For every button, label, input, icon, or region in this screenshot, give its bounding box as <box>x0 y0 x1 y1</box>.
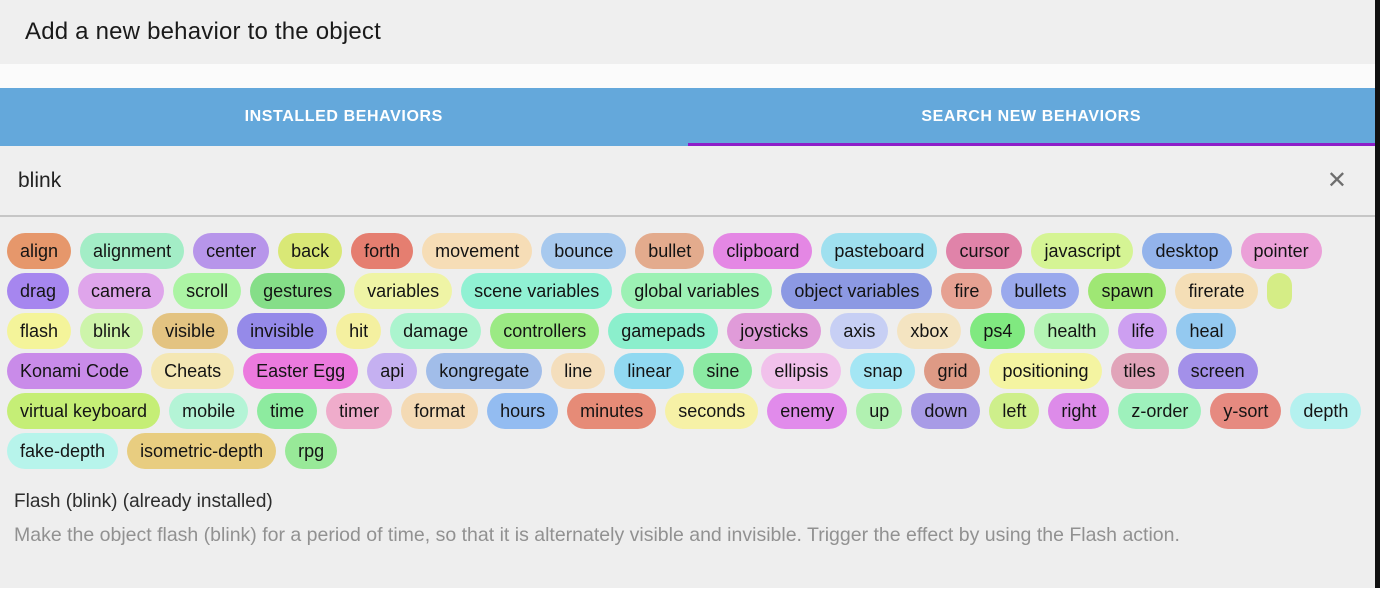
tag-pasteboard[interactable]: pasteboard <box>821 233 938 269</box>
tag-sine[interactable]: sine <box>693 353 753 389</box>
tag-gestures[interactable]: gestures <box>250 273 346 309</box>
tag-left[interactable]: left <box>989 393 1040 429</box>
tag-javascript[interactable]: javascript <box>1031 233 1134 269</box>
tag-mobile[interactable]: mobile <box>169 393 249 429</box>
dialog-title-bar: Add a new behavior to the object <box>0 0 1375 64</box>
tag-scene-variables[interactable]: scene variables <box>461 273 613 309</box>
tag-enemy[interactable]: enemy <box>767 393 848 429</box>
tag-snap[interactable]: snap <box>850 353 916 389</box>
tag-alignment[interactable]: alignment <box>80 233 185 269</box>
tag-pointer[interactable]: pointer <box>1240 233 1322 269</box>
tag-fire[interactable]: fire <box>941 273 993 309</box>
tag-grid[interactable]: grid <box>924 353 981 389</box>
title-divider-band <box>0 64 1375 88</box>
tag-desktop[interactable]: desktop <box>1142 233 1232 269</box>
page-title: Add a new behavior to the object <box>25 18 381 45</box>
tag-cheats[interactable]: Cheats <box>151 353 235 389</box>
tag-spawn[interactable]: spawn <box>1088 273 1167 309</box>
tag-line[interactable]: line <box>551 353 606 389</box>
tag-invisible[interactable]: invisible <box>237 313 328 349</box>
tag-ellipsis[interactable]: ellipsis <box>761 353 842 389</box>
tag-rpg[interactable]: rpg <box>285 433 338 469</box>
tag-xbox[interactable]: xbox <box>897 313 962 349</box>
tag-kongregate[interactable]: kongregate <box>426 353 543 389</box>
tag-minutes[interactable]: minutes <box>567 393 657 429</box>
tag-align[interactable]: align <box>7 233 72 269</box>
tag-easter-egg[interactable]: Easter Egg <box>243 353 359 389</box>
tab-bar: INSTALLED BEHAVIORS SEARCH NEW BEHAVIORS <box>0 88 1375 146</box>
tag-seconds[interactable]: seconds <box>665 393 759 429</box>
tag-row: flash blink visible invisible hit damage contr… <box>7 313 1368 349</box>
tag-timer[interactable]: timer <box>326 393 393 429</box>
search-result: Flash (blink) (already installed) Make t… <box>0 479 1375 547</box>
result-title: Flash (blink) (already installed) <box>14 491 273 512</box>
tag-bounce[interactable]: bounce <box>541 233 627 269</box>
tag-row: fake-depth isometric-depth rpg <box>7 433 1368 469</box>
tag-controllers[interactable]: controllers <box>490 313 600 349</box>
tag-hit[interactable]: hit <box>336 313 382 349</box>
tag-health[interactable]: health <box>1034 313 1110 349</box>
tag-down[interactable]: down <box>911 393 981 429</box>
tag-z-order[interactable]: z-order <box>1118 393 1202 429</box>
tag-cloud: align alignment center back forth movement bou… <box>0 217 1375 479</box>
tag-row: Konami Code Cheats Easter Egg api kongregate… <box>7 353 1368 389</box>
tag-konami-code[interactable]: Konami Code <box>7 353 143 389</box>
tag-bullet[interactable]: bullet <box>635 233 705 269</box>
tab-search-new-behaviors[interactable]: SEARCH NEW BEHAVIORS <box>687 88 1375 146</box>
tag-drag[interactable]: drag <box>7 273 70 309</box>
tag-firerate[interactable]: firerate <box>1175 273 1258 309</box>
tag-joysticks[interactable]: joysticks <box>727 313 822 349</box>
add-behavior-dialog: Add a new behavior to the object INSTALL… <box>0 0 1375 588</box>
tab-installed-behaviors-label: INSTALLED BEHAVIORS <box>244 108 443 125</box>
tag-up[interactable]: up <box>856 393 903 429</box>
tag-ps4[interactable]: ps4 <box>970 313 1026 349</box>
tag-movement[interactable]: movement <box>422 233 533 269</box>
tab-installed-behaviors[interactable]: INSTALLED BEHAVIORS <box>0 88 688 146</box>
tag-clipped[interactable] <box>1266 273 1292 309</box>
tag-isometric-depth[interactable]: isometric-depth <box>127 433 277 469</box>
tag-y-sort[interactable]: y-sort <box>1210 393 1282 429</box>
tag-time[interactable]: time <box>257 393 318 429</box>
tag-variables[interactable]: variables <box>354 273 453 309</box>
tag-virtual-keyboard[interactable]: virtual keyboard <box>7 393 161 429</box>
active-tab-indicator <box>687 143 1375 146</box>
tag-row: align alignment center back forth movement bou… <box>7 233 1368 269</box>
tag-row: virtual keyboard mobile time timer format hou… <box>7 393 1368 429</box>
search-input[interactable] <box>16 167 1323 194</box>
tag-bullets[interactable]: bullets <box>1001 273 1080 309</box>
screen-right-edge <box>1375 0 1380 588</box>
tag-life[interactable]: life <box>1118 313 1168 349</box>
tag-visible[interactable]: visible <box>152 313 229 349</box>
tag-camera[interactable]: camera <box>78 273 165 309</box>
tag-row: drag camera scroll gestures variables scene v… <box>7 273 1368 309</box>
tag-back[interactable]: back <box>278 233 343 269</box>
close-icon[interactable]: ✕ <box>1326 166 1347 194</box>
tag-scroll[interactable]: scroll <box>173 273 242 309</box>
tag-forth[interactable]: forth <box>351 233 414 269</box>
tag-center[interactable]: center <box>193 233 270 269</box>
tag-clipboard[interactable]: clipboard <box>713 233 813 269</box>
tag-flash[interactable]: flash <box>7 313 72 349</box>
tag-format[interactable]: format <box>401 393 479 429</box>
tab-search-new-behaviors-label: SEARCH NEW BEHAVIORS <box>921 108 1142 125</box>
tag-object-variables[interactable]: object variables <box>781 273 933 309</box>
tag-global-variables[interactable]: global variables <box>621 273 773 309</box>
tag-linear[interactable]: linear <box>614 353 685 389</box>
tag-api[interactable]: api <box>367 353 418 389</box>
tag-gamepads[interactable]: gamepads <box>608 313 719 349</box>
tag-axis[interactable]: axis <box>830 313 889 349</box>
tag-positioning[interactable]: positioning <box>989 353 1102 389</box>
tag-depth[interactable]: depth <box>1290 393 1362 429</box>
tag-heal[interactable]: heal <box>1176 313 1237 349</box>
tag-screen[interactable]: screen <box>1177 353 1258 389</box>
tag-cursor[interactable]: cursor <box>946 233 1023 269</box>
result-description: Make the object flash (blink) for a peri… <box>14 524 1180 546</box>
tag-tiles[interactable]: tiles <box>1110 353 1169 389</box>
tag-fake-depth[interactable]: fake-depth <box>7 433 119 469</box>
tag-blink[interactable]: blink <box>80 313 144 349</box>
search-bar: ✕ <box>0 146 1375 217</box>
tag-right[interactable]: right <box>1048 393 1110 429</box>
tag-hours[interactable]: hours <box>487 393 559 429</box>
tag-damage[interactable]: damage <box>390 313 482 349</box>
